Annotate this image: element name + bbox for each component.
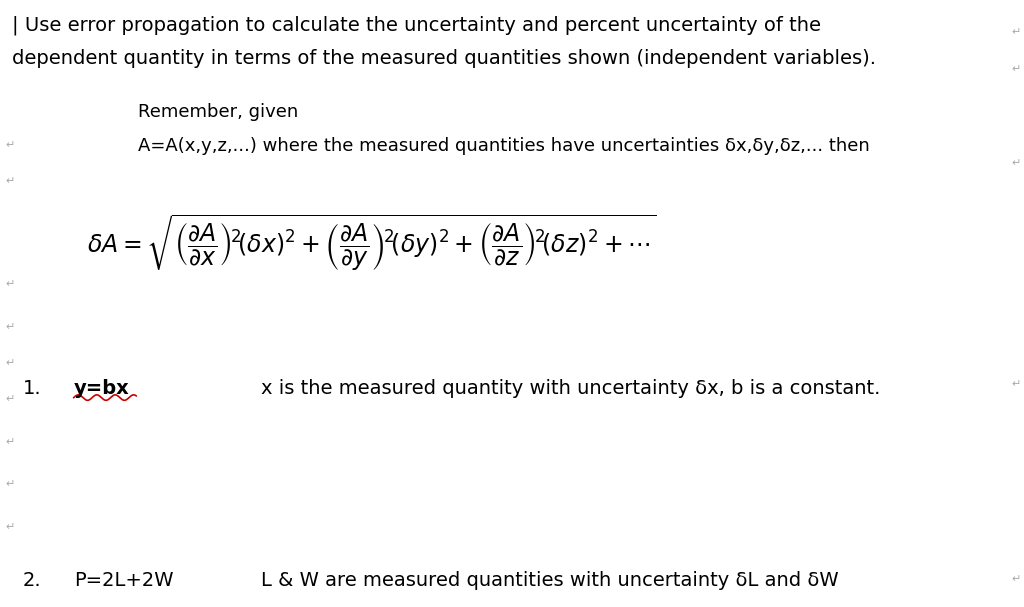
- Text: ↵: ↵: [5, 437, 14, 447]
- Text: ↵: ↵: [5, 176, 14, 186]
- Text: ↵: ↵: [5, 522, 14, 532]
- Text: ↵: ↵: [1012, 158, 1021, 168]
- Text: 2.: 2.: [23, 571, 41, 589]
- Text: $\delta A = \sqrt{\left(\dfrac{\partial A}{\partial x}\right)^{\!2}\!(\delta x)^: $\delta A = \sqrt{\left(\dfrac{\partial …: [87, 212, 656, 273]
- Text: ↵: ↵: [5, 358, 14, 368]
- Text: ↵: ↵: [5, 480, 14, 489]
- Text: x is the measured quantity with uncertainty δx, b is a constant.: x is the measured quantity with uncertai…: [261, 379, 881, 398]
- Text: | Use error propagation to calculate the uncertainty and percent uncertainty of : | Use error propagation to calculate the…: [12, 15, 821, 35]
- Text: Remember, given: Remember, given: [138, 103, 298, 121]
- Text: ↵: ↵: [1012, 27, 1021, 37]
- Text: A=A(x,y,z,...) where the measured quantities have uncertainties δx,δy,δz,... the: A=A(x,y,z,...) where the measured quanti…: [138, 137, 870, 155]
- Text: 1.: 1.: [23, 379, 41, 398]
- Text: ↵: ↵: [5, 279, 14, 289]
- Text: ↵: ↵: [5, 140, 14, 149]
- Text: dependent quantity in terms of the measured quantities shown (independent variab: dependent quantity in terms of the measu…: [12, 49, 877, 67]
- Text: y=bx: y=bx: [74, 379, 129, 398]
- Text: ↵: ↵: [5, 322, 14, 331]
- Text: ↵: ↵: [5, 395, 14, 404]
- Text: L & W are measured quantities with uncertainty δL and δW: L & W are measured quantities with uncer…: [261, 571, 839, 589]
- Text: ↵: ↵: [1012, 64, 1021, 73]
- Text: ↵: ↵: [1012, 574, 1021, 583]
- Text: ↵: ↵: [1012, 379, 1021, 389]
- Text: P=2L+2W: P=2L+2W: [74, 571, 173, 589]
